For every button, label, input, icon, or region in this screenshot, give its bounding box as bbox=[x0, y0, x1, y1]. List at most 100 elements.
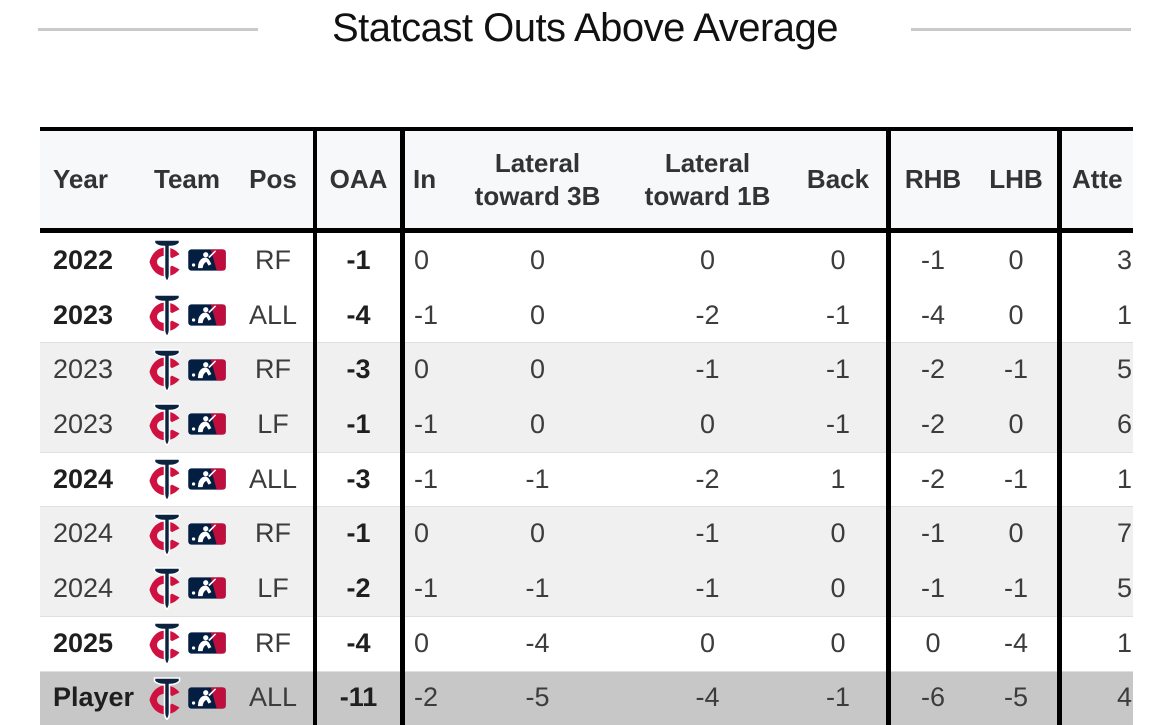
year-cell: 2024 bbox=[53, 572, 114, 603]
vertical-divider bbox=[313, 131, 317, 228]
team-cell bbox=[141, 452, 233, 507]
vertical-divider bbox=[1057, 561, 1062, 616]
lateral-3b-cell: -5 bbox=[450, 671, 625, 725]
vertical-divider bbox=[1057, 615, 1062, 671]
vertical-divider bbox=[1057, 287, 1062, 343]
vertical-divider bbox=[400, 615, 405, 671]
attempts-cell: 4 bbox=[1062, 671, 1133, 725]
position-cell: RF bbox=[255, 244, 291, 275]
lateral-1b-cell: -2 bbox=[695, 299, 720, 330]
position-cell: RF bbox=[233, 616, 313, 671]
position-cell: RF bbox=[233, 506, 313, 561]
lateral-1b-cell: 0 bbox=[625, 616, 790, 671]
table-header-row: Year Team Pos OAA In Lateral toward 3B L… bbox=[40, 131, 1133, 228]
vertical-divider bbox=[313, 670, 317, 725]
team-logo bbox=[147, 284, 227, 346]
oaa-cell: -11 bbox=[317, 671, 400, 725]
vertical-divider bbox=[400, 451, 405, 507]
column-header-pos: Pos bbox=[249, 164, 297, 195]
lhb-cell: -1 bbox=[1003, 572, 1028, 603]
lateral-3b-cell: 0 bbox=[450, 506, 625, 561]
table-body: 2022 RF -1 0 0 0 0 bbox=[40, 233, 1133, 725]
attempts-cell: 6 bbox=[1117, 408, 1133, 439]
year-cell: 2023 bbox=[53, 299, 114, 330]
rhb-cell: -2 bbox=[891, 452, 975, 507]
oaa-cell: -3 bbox=[317, 342, 400, 397]
vertical-divider bbox=[313, 615, 317, 671]
vertical-divider bbox=[886, 615, 891, 671]
back-cell: -1 bbox=[825, 299, 850, 330]
table-row: Player ALL -11 -2 -5 - bbox=[40, 670, 1133, 725]
table-row: 2024 LF -2 -1 -1 -1 bbox=[40, 561, 1133, 616]
vertical-divider bbox=[1057, 233, 1062, 288]
column-header-team: Team bbox=[154, 164, 220, 195]
column-header-year: Year bbox=[53, 164, 108, 195]
twins-logo-icon bbox=[149, 239, 181, 283]
mlb-logo-icon bbox=[188, 468, 226, 490]
lhb-cell: -4 bbox=[975, 616, 1057, 671]
team-cell bbox=[141, 397, 233, 452]
lateral-3b-cell: -1 bbox=[525, 572, 550, 603]
column-header-lateral-1b: Lateral toward 1B bbox=[644, 148, 771, 211]
table-row: 2024 ALL -3 -1 -1 -2 bbox=[40, 451, 1133, 507]
team-cell bbox=[141, 561, 233, 616]
title-bar: Statcast Outs Above Average bbox=[0, 0, 1170, 62]
vertical-divider bbox=[400, 131, 405, 228]
vertical-divider bbox=[400, 233, 405, 288]
team-cell bbox=[141, 288, 233, 343]
oaa-table: Year Team Pos OAA In Lateral toward 3B L… bbox=[40, 127, 1133, 725]
team-cell bbox=[141, 671, 233, 725]
mlb-logo-icon bbox=[188, 249, 226, 271]
year-cell: 2023 bbox=[40, 342, 141, 397]
title-rule-right bbox=[911, 28, 1131, 31]
vertical-divider bbox=[886, 397, 891, 452]
in-cell: -1 bbox=[414, 299, 439, 330]
rhb-cell: -1 bbox=[920, 572, 945, 603]
team-logo bbox=[147, 667, 227, 725]
vertical-divider bbox=[400, 670, 405, 725]
attempts-cell: 5 bbox=[1117, 572, 1133, 603]
rhb-cell: 0 bbox=[891, 616, 975, 671]
vertical-divider bbox=[886, 506, 891, 562]
attempts-cell: 3 bbox=[1117, 244, 1133, 275]
lateral-3b-cell: 0 bbox=[450, 342, 625, 397]
twins-logo-icon bbox=[149, 622, 181, 666]
rhb-cell: -2 bbox=[920, 408, 945, 439]
oaa-cell: -3 bbox=[317, 452, 400, 507]
position-cell: ALL bbox=[233, 452, 313, 507]
column-header-in: In bbox=[413, 164, 437, 195]
table-row: 2025 RF -4 0 -4 0 bbox=[40, 615, 1133, 671]
rhb-cell: -6 bbox=[891, 671, 975, 725]
team-cell bbox=[141, 233, 233, 288]
lateral-3b-cell: 0 bbox=[529, 244, 546, 275]
vertical-divider bbox=[886, 131, 891, 228]
lateral-1b-cell: 0 bbox=[699, 244, 716, 275]
table-row: 2022 RF -1 0 0 0 0 bbox=[40, 233, 1133, 288]
back-cell: 0 bbox=[790, 616, 886, 671]
attempts-cell: 1 bbox=[1062, 616, 1133, 671]
vertical-divider bbox=[1057, 451, 1062, 507]
attempts-cell: 1 bbox=[1062, 452, 1133, 507]
in-cell: -1 bbox=[414, 572, 439, 603]
mlb-logo-icon bbox=[188, 577, 226, 600]
column-header-back: Back bbox=[806, 164, 870, 195]
back-cell: -1 bbox=[825, 408, 850, 439]
in-cell: -1 bbox=[405, 452, 450, 507]
position-cell: RF bbox=[233, 342, 313, 397]
lhb-cell: 0 bbox=[1008, 244, 1024, 275]
lateral-1b-cell: -1 bbox=[625, 506, 790, 561]
year-cell: 2023 bbox=[53, 408, 114, 439]
vertical-divider bbox=[313, 451, 317, 507]
back-cell: -1 bbox=[790, 671, 886, 725]
rhb-cell: -1 bbox=[891, 506, 975, 561]
in-cell: 0 bbox=[405, 506, 450, 561]
twins-logo-icon bbox=[149, 294, 181, 338]
lhb-cell: 0 bbox=[1008, 408, 1024, 439]
table-row: 2023 LF -1 -1 0 0 bbox=[40, 397, 1133, 452]
vertical-divider bbox=[886, 451, 891, 507]
back-cell: 1 bbox=[790, 452, 886, 507]
vertical-divider bbox=[886, 670, 891, 725]
team-cell bbox=[141, 616, 233, 671]
attempts-cell: 7 bbox=[1062, 506, 1133, 561]
column-header-oaa: OAA bbox=[329, 164, 388, 195]
